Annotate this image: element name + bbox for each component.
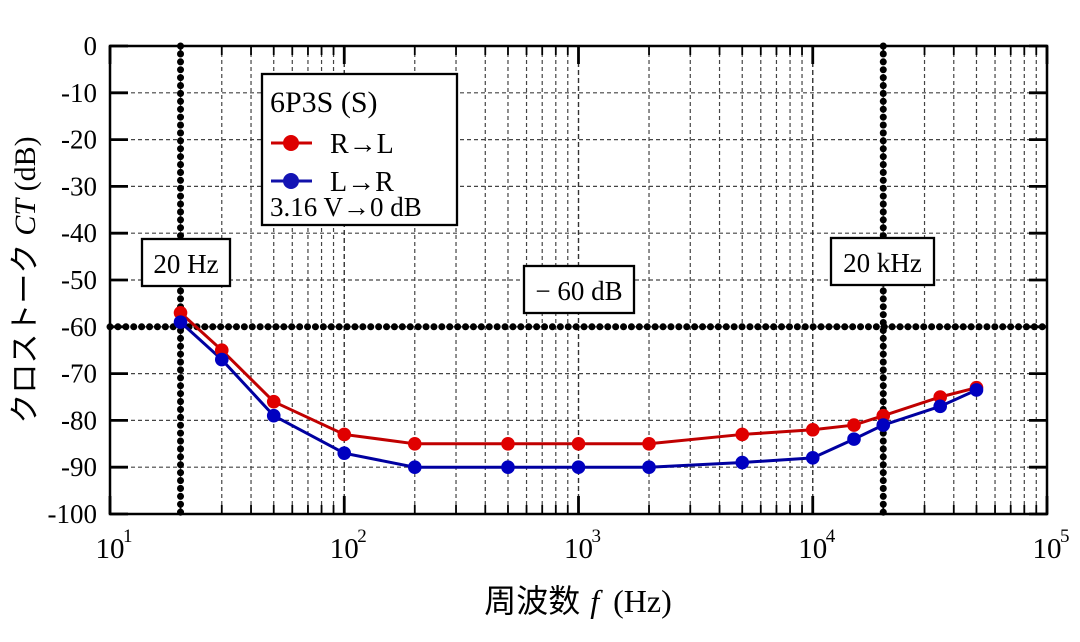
svg-text:-60: -60 [61,312,97,342]
svg-text:5: 5 [1060,526,1070,547]
svg-text:− 60 dB: − 60 dB [535,276,622,306]
svg-text:10: 10 [564,533,593,565]
svg-text:4: 4 [826,526,836,547]
svg-text:-80: -80 [61,405,97,435]
svg-text:-20: -20 [61,125,97,155]
svg-text:-90: -90 [61,452,97,482]
svg-text:0: 0 [84,31,98,61]
svg-text:3: 3 [592,526,602,547]
svg-text:3.16 V→0 dB: 3.16 V→0 dB [270,192,422,222]
svg-text:-70: -70 [61,359,97,389]
svg-text:1: 1 [123,526,133,547]
svg-text:20 kHz: 20 kHz [843,248,922,278]
svg-text:2: 2 [357,526,367,547]
svg-text:-10: -10 [61,78,97,108]
svg-text:10: 10 [96,533,125,565]
svg-text:10: 10 [330,533,359,565]
svg-text:10: 10 [1033,533,1062,565]
svg-text:-30: -30 [61,171,97,201]
svg-text:-50: -50 [61,265,97,295]
svg-text:10: 10 [798,533,827,565]
svg-text:R→L: R→L [330,129,394,160]
svg-text:20 Hz: 20 Hz [153,249,218,279]
svg-text:-100: -100 [48,499,98,529]
svg-text:6P3S (S): 6P3S (S) [270,86,378,119]
svg-text:-40: -40 [61,218,97,248]
svg-text:クロストークCT (dB): クロストークCT (dB) [9,136,42,423]
